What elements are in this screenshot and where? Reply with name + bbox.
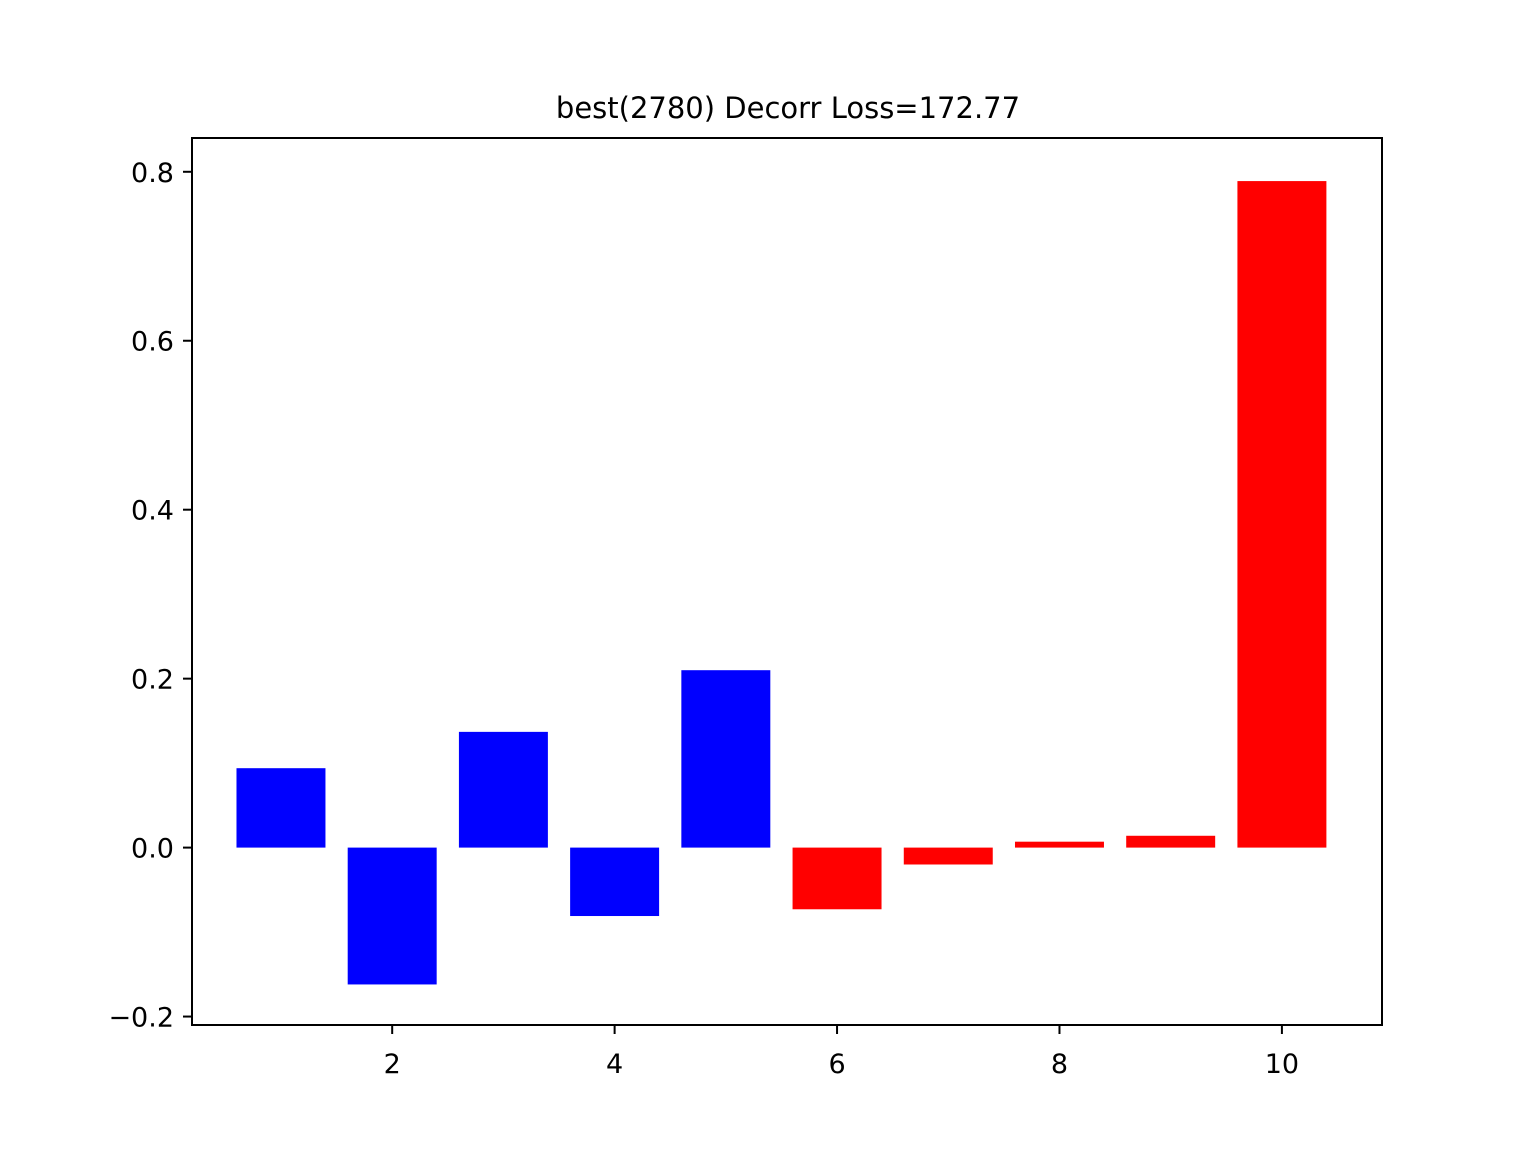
bars-layer bbox=[236, 181, 1327, 985]
x-tick-label: 2 bbox=[384, 1049, 401, 1080]
x-tick-label: 4 bbox=[606, 1049, 623, 1080]
y-tick-label: 0.4 bbox=[131, 496, 174, 527]
bar-1 bbox=[236, 768, 326, 848]
y-tick-label: 0.2 bbox=[131, 665, 174, 696]
bar-8 bbox=[1014, 841, 1104, 848]
x-tick-label: 6 bbox=[828, 1049, 845, 1080]
bar-3 bbox=[458, 731, 548, 848]
chart-title: best(2780) Decorr Loss=172.77 bbox=[556, 91, 1020, 125]
bar-2 bbox=[347, 847, 437, 985]
ticks-layer: 2 4 6 8 10 −0.2 0.0 0.2 0.4 0.6 0.8 bbox=[108, 158, 1299, 1080]
plot-area-frame bbox=[191, 137, 1383, 1026]
y-tick-label: 0.6 bbox=[131, 327, 174, 358]
y-tick-label: −0.2 bbox=[108, 1003, 174, 1034]
y-tick-label: 0.8 bbox=[131, 158, 174, 189]
bar-10 bbox=[1237, 181, 1327, 848]
x-tick-label: 8 bbox=[1051, 1049, 1068, 1080]
bar-9 bbox=[1126, 835, 1216, 848]
bar-5 bbox=[681, 670, 771, 848]
bar-7 bbox=[903, 847, 993, 865]
bar-4 bbox=[570, 847, 660, 917]
x-tick-label: 10 bbox=[1265, 1049, 1299, 1080]
bar-6 bbox=[792, 847, 882, 910]
y-tick-label: 0.0 bbox=[131, 834, 174, 865]
